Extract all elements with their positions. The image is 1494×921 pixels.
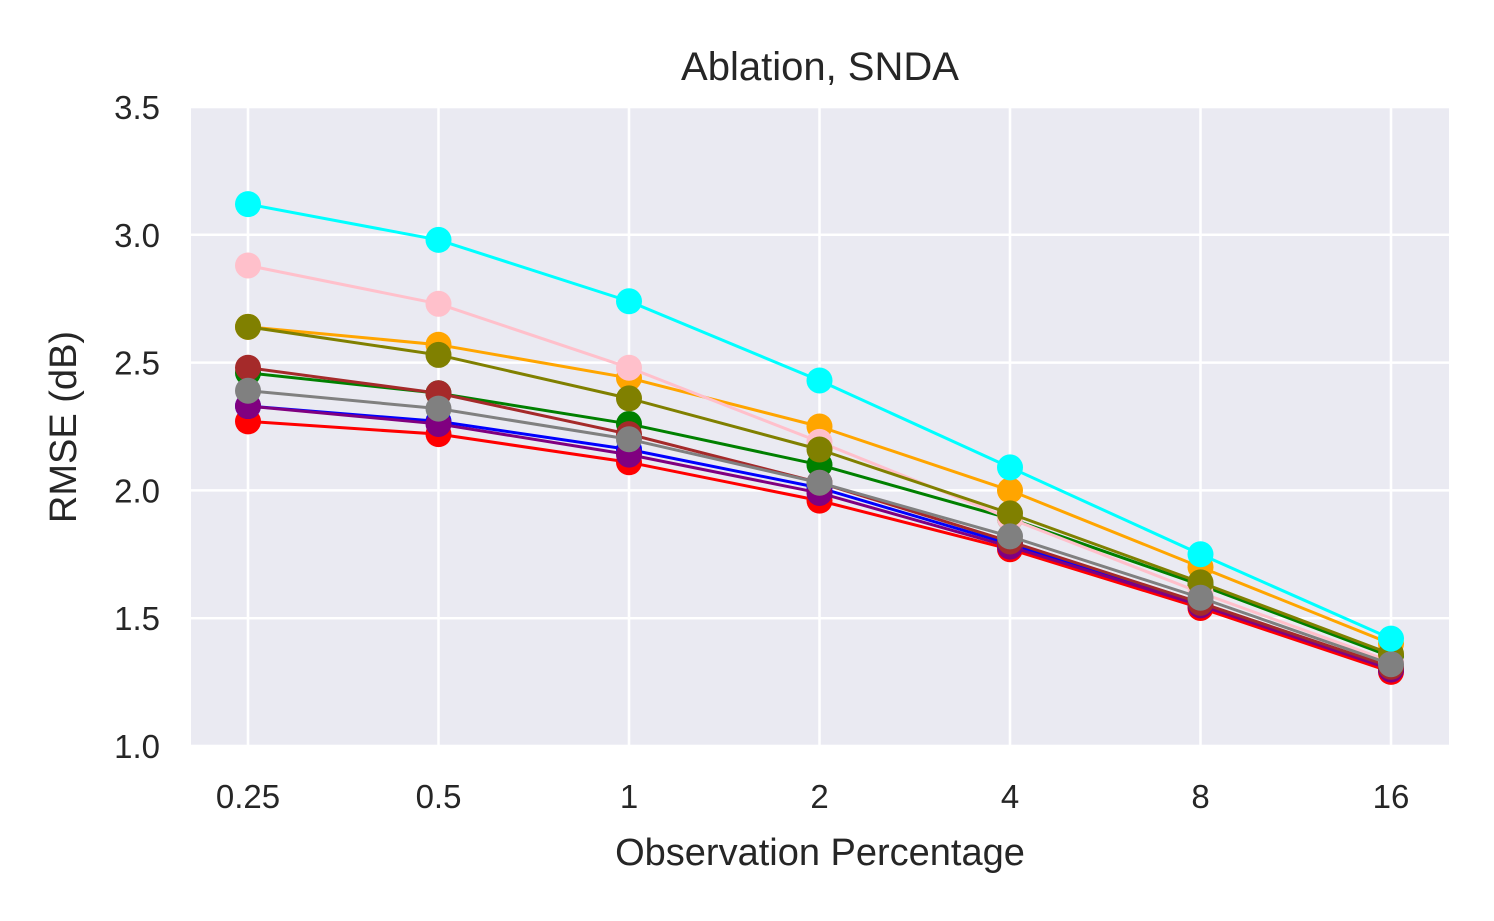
data-point-orange xyxy=(997,477,1023,504)
data-point-olive xyxy=(425,341,452,368)
y-tick-label: 1.5 xyxy=(114,600,160,637)
data-point-cyan xyxy=(806,367,833,394)
data-point-olive xyxy=(235,313,261,340)
data-point-gray xyxy=(235,377,261,404)
x-tick-label: 1 xyxy=(620,778,638,815)
x-tick-label: 0.5 xyxy=(416,778,462,815)
data-point-pink xyxy=(425,290,452,317)
x-tick-label: 16 xyxy=(1373,778,1410,815)
data-point-cyan xyxy=(235,191,261,218)
data-point-gray xyxy=(425,395,452,422)
x-tick-label: 8 xyxy=(1191,778,1209,815)
data-point-gray xyxy=(997,523,1023,550)
x-tick-labels: 0.25 0.5 1 2 4 8 16 xyxy=(216,778,1409,815)
y-tick-labels: 1.0 1.5 2.0 2.5 3.0 3.5 xyxy=(114,89,160,765)
data-point-gray xyxy=(806,469,833,496)
x-axis-label: Observation Percentage xyxy=(615,832,1025,874)
data-point-pink xyxy=(616,354,642,381)
data-point-gray xyxy=(1187,584,1214,611)
y-tick-label: 3.5 xyxy=(114,89,160,126)
x-tick-label: 4 xyxy=(1001,778,1019,815)
data-point-olive xyxy=(806,436,833,463)
data-point-cyan xyxy=(1187,541,1214,568)
chart-title: Ablation, SNDA xyxy=(681,45,959,89)
y-tick-label: 1.0 xyxy=(114,728,160,765)
data-point-gray xyxy=(1378,651,1404,678)
y-axis-label: RMSE (dB) xyxy=(43,331,85,523)
data-point-cyan xyxy=(616,288,642,315)
y-tick-label: 3.0 xyxy=(114,217,160,254)
data-point-cyan xyxy=(1378,625,1404,652)
series-gray xyxy=(235,377,1404,678)
y-tick-label: 2.5 xyxy=(114,345,160,382)
x-tick-label: 2 xyxy=(810,778,828,815)
data-point-pink xyxy=(235,252,261,279)
data-point-cyan xyxy=(997,454,1023,481)
series-cyan xyxy=(235,191,1404,652)
data-point-gray xyxy=(616,426,642,453)
series-layer xyxy=(235,191,1404,685)
data-point-brown xyxy=(235,354,261,381)
y-tick-label: 2.0 xyxy=(114,472,160,509)
x-tick-label: 0.25 xyxy=(216,778,280,815)
data-point-olive xyxy=(997,500,1023,527)
series-olive xyxy=(235,313,1404,667)
data-point-cyan xyxy=(425,226,452,253)
data-point-olive xyxy=(616,385,642,412)
